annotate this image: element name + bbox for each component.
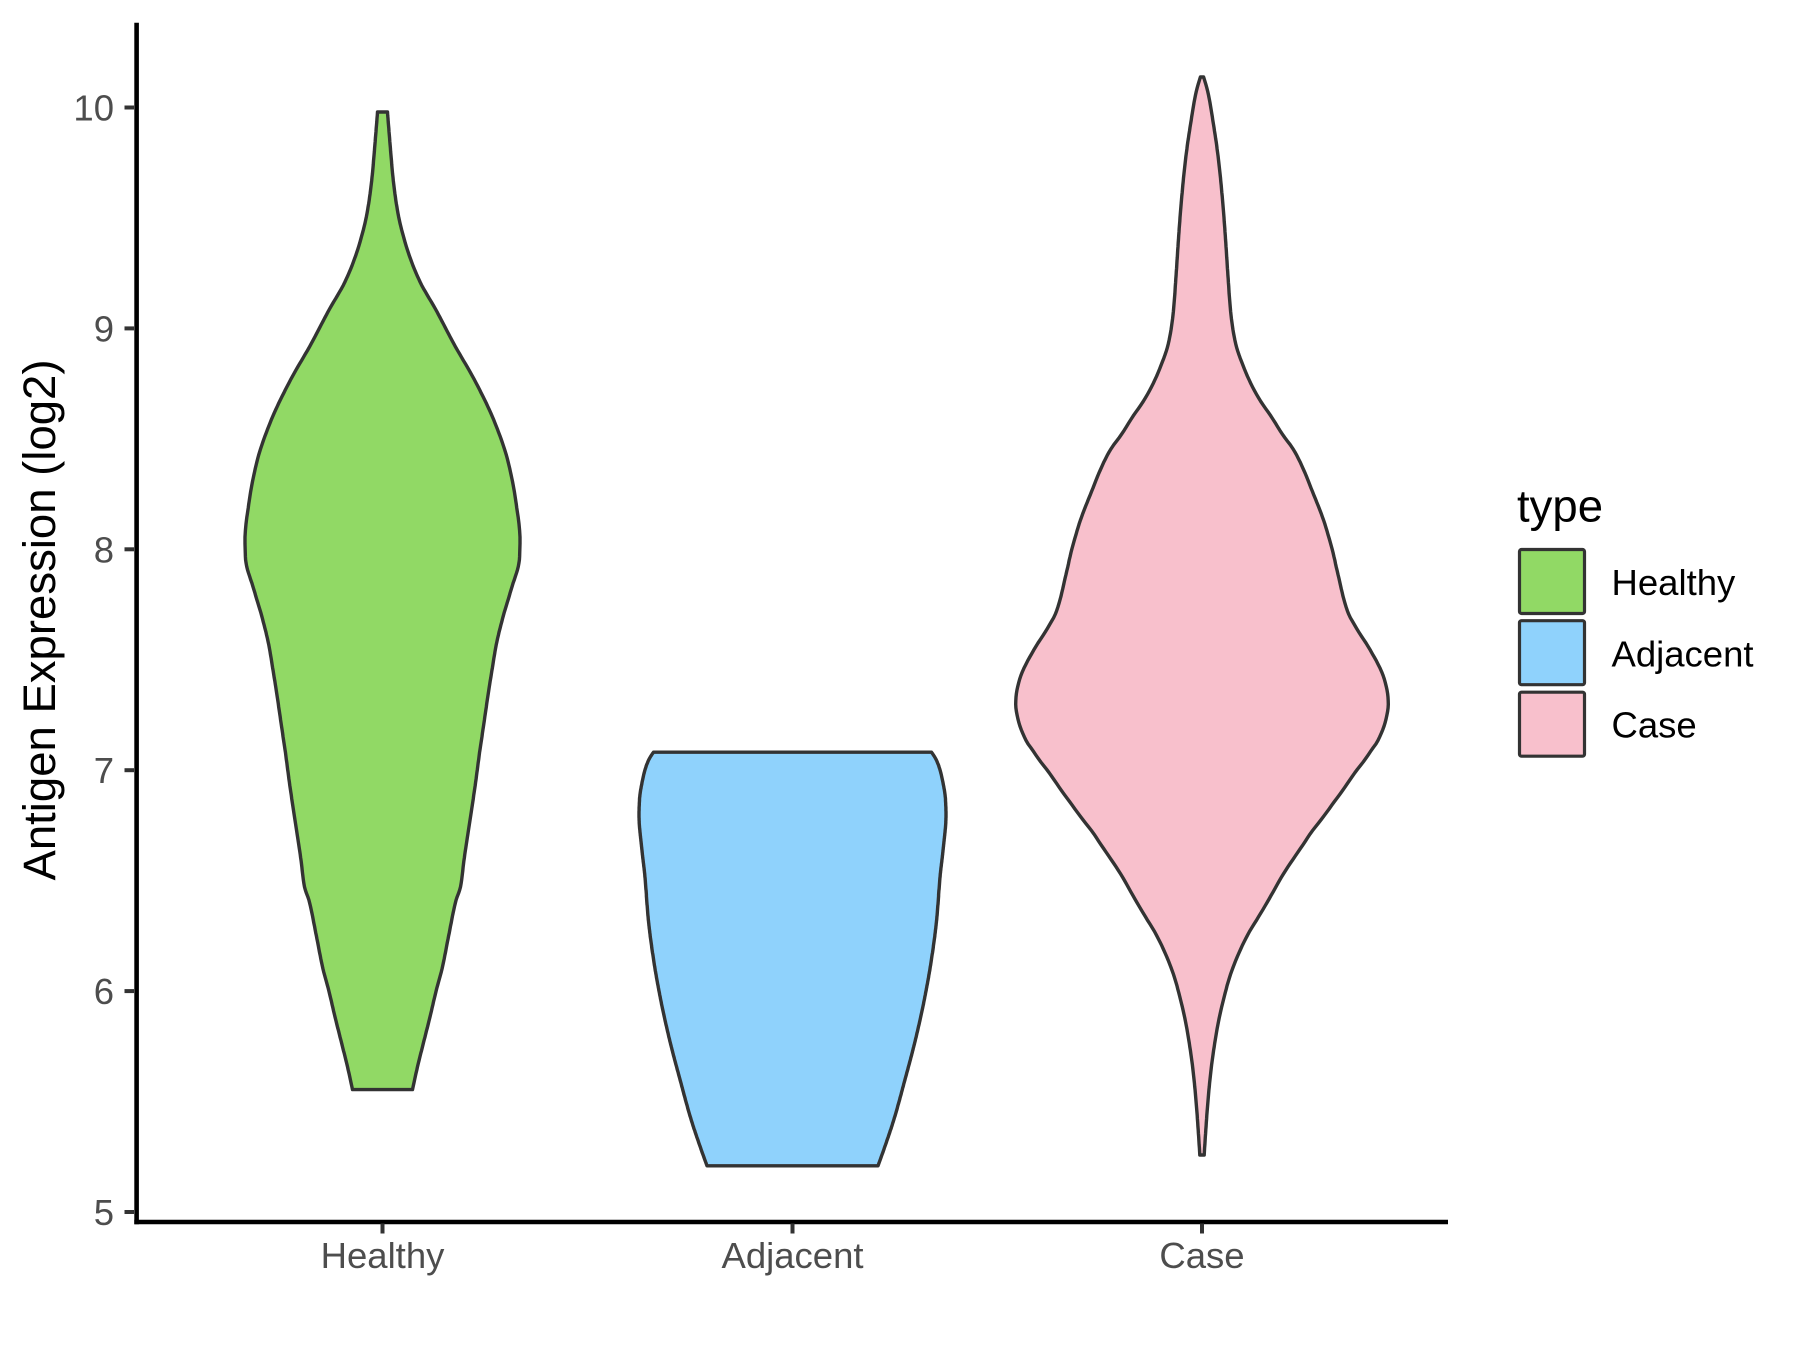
svg-text:Case: Case [1612,705,1697,746]
svg-text:10: 10 [73,88,114,129]
svg-text:9: 9 [94,308,114,349]
svg-text:Case: Case [1159,1235,1244,1276]
svg-text:7: 7 [94,750,114,791]
svg-text:Adjacent: Adjacent [721,1235,863,1276]
svg-text:6: 6 [94,971,114,1012]
svg-text:Antigen Expression (log2): Antigen Expression (log2) [14,359,65,880]
svg-text:8: 8 [94,529,114,570]
svg-text:type: type [1517,481,1603,532]
svg-text:Healthy: Healthy [1612,562,1737,603]
svg-text:Healthy: Healthy [321,1235,446,1276]
svg-text:Adjacent: Adjacent [1612,633,1754,674]
svg-text:5: 5 [94,1192,114,1233]
